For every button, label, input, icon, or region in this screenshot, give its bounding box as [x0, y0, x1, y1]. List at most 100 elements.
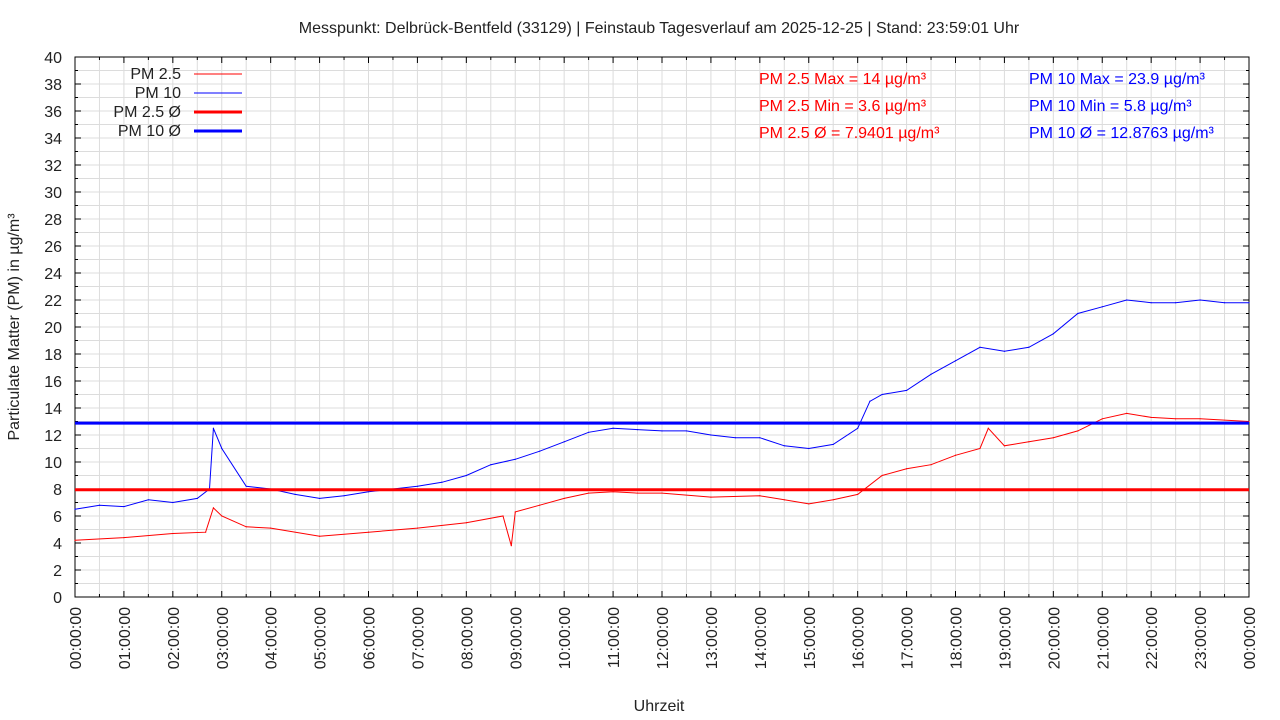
data-point [245, 526, 247, 528]
data-point [857, 493, 859, 495]
x-tick-label: 22:00:00 [1144, 607, 1161, 669]
x-tick-label: 17:00:00 [900, 607, 917, 669]
data-point [441, 481, 443, 483]
x-tick-label: 00:00:00 [1242, 607, 1259, 669]
data-point [1199, 299, 1201, 301]
data-point [881, 393, 883, 396]
data-point [1223, 302, 1226, 304]
pm10-stat: PM 10 Min = 5.8 µg/m³ [1029, 98, 1192, 115]
y-tick-label: 24 [44, 266, 62, 283]
y-tick-label: 32 [44, 158, 62, 175]
legend-label: PM 2.5 Ø [113, 104, 181, 121]
data-point [979, 346, 981, 348]
data-point [930, 373, 932, 375]
data-point [245, 485, 247, 487]
y-tick-label: 6 [53, 509, 62, 526]
x-tick-label: 09:00:00 [508, 607, 525, 669]
data-point [710, 496, 712, 498]
y-tick-label: 2 [53, 563, 62, 580]
data-point [514, 458, 516, 460]
data-point [318, 535, 321, 537]
x-tick-label: 19:00:00 [997, 607, 1014, 669]
data-point [954, 360, 957, 362]
y-tick-label: 8 [53, 482, 62, 499]
y-tick-label: 38 [44, 77, 62, 94]
data-point [954, 454, 957, 456]
data-point [318, 497, 321, 500]
x-tick-label: 07:00:00 [410, 607, 427, 669]
x-tick-label: 00:00:00 [68, 607, 85, 669]
data-point [98, 504, 101, 506]
y-tick-label: 10 [44, 455, 62, 472]
data-point [734, 437, 736, 439]
x-tick-label: 14:00:00 [753, 607, 770, 669]
data-point [465, 522, 467, 524]
x-tick-label: 16:00:00 [851, 607, 868, 669]
legend-label: PM 2.5 [130, 66, 181, 83]
data-point [808, 447, 810, 450]
series-line-pm-10 [74, 299, 1249, 510]
data-point [172, 532, 174, 535]
data-point [612, 491, 614, 493]
x-tick-label: 06:00:00 [362, 607, 379, 669]
data-point [661, 492, 663, 494]
chart-title: Messpunkt: Delbrück-Bentfeld (33129) | F… [299, 20, 1020, 37]
data-point [514, 511, 516, 513]
x-tick-label: 21:00:00 [1095, 607, 1112, 669]
y-tick-label: 4 [53, 536, 62, 553]
data-point [661, 430, 663, 432]
data-point [367, 531, 370, 533]
data-point [502, 515, 504, 517]
data-point [905, 468, 908, 470]
data-point [147, 499, 149, 501]
data-point [1126, 412, 1128, 414]
y-tick-label: 30 [44, 185, 62, 202]
data-point [685, 430, 688, 432]
data-point [1150, 416, 1152, 419]
y-tick-label: 12 [44, 428, 62, 445]
legend: PM 2.5 PM 10 PM 2.5 Ø PM 10 Ø [113, 66, 242, 140]
data-point [1175, 418, 1177, 420]
data-point [563, 497, 565, 500]
data-point [74, 539, 76, 541]
data-point [563, 441, 565, 443]
data-point [869, 400, 871, 402]
data-point [367, 491, 370, 493]
data-point [74, 508, 76, 510]
data-point [510, 545, 512, 547]
x-tick-label: 04:00:00 [264, 607, 281, 669]
data-point [1150, 302, 1152, 304]
x-tick-label: 15:00:00 [802, 607, 819, 669]
data-point [832, 443, 834, 446]
data-point [759, 495, 761, 497]
y-tick-label: 20 [44, 320, 62, 337]
data-point [539, 504, 541, 506]
y-tick-label: 40 [44, 50, 62, 67]
pm25-stat: PM 2.5 Max = 14 µg/m³ [759, 71, 927, 88]
x-tick-label: 01:00:00 [117, 607, 134, 669]
data-point [636, 492, 639, 494]
series-layer [74, 299, 1250, 547]
data-point [588, 492, 590, 494]
x-tick-label: 10:00:00 [557, 607, 574, 669]
data-point [172, 501, 174, 504]
data-point [221, 515, 223, 517]
x-tick-label: 08:00:00 [459, 607, 476, 669]
data-point [212, 427, 215, 429]
data-point [1175, 302, 1177, 304]
data-point [1126, 299, 1128, 301]
x-tick-label: 05:00:00 [313, 607, 330, 669]
y-tick-label: 36 [44, 104, 62, 121]
y-tick-label: 18 [44, 347, 62, 364]
data-point [1052, 333, 1054, 335]
data-point [123, 505, 125, 508]
data-point [212, 507, 215, 509]
data-point [1028, 441, 1030, 443]
x-tick-label: 13:00:00 [704, 607, 721, 669]
data-point [294, 493, 296, 495]
data-point [636, 429, 639, 431]
data-point [783, 499, 785, 501]
data-point [123, 537, 125, 539]
legend-label: PM 10 [135, 85, 181, 102]
